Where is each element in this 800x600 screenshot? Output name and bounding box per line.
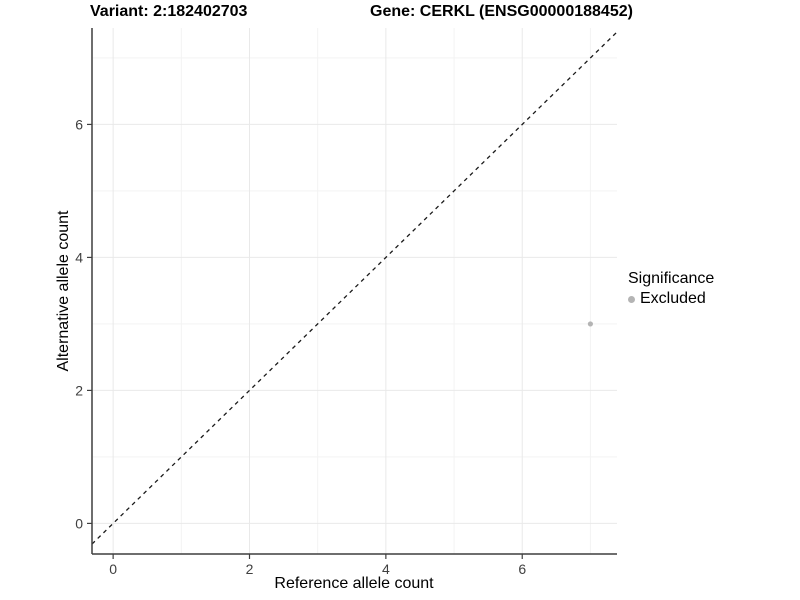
y-tick-label: 2 — [75, 382, 83, 398]
x-tick-label: 2 — [246, 561, 254, 577]
plot-title-gene: Gene: CERKL (ENSG00000188452) — [370, 3, 633, 20]
x-tick-label: 4 — [382, 561, 390, 577]
y-tick-label: 6 — [75, 116, 83, 132]
x-tick-label: 0 — [109, 561, 117, 577]
identity-reference-line — [92, 31, 617, 545]
x-tick-label: 6 — [518, 561, 526, 577]
legend-entry-excluded: Excluded — [628, 290, 714, 308]
plot-title-variant: Variant: 2:182402703 — [90, 3, 248, 20]
legend-title: Significance — [628, 270, 715, 287]
data-point — [587, 321, 594, 327]
y-tick-label: 0 — [75, 515, 83, 531]
y-tick-label: 4 — [75, 249, 83, 265]
legend-key-dot-icon — [628, 295, 635, 303]
y-axis-title: Alternative allele count — [55, 210, 72, 372]
x-axis-title: Reference allele count — [274, 575, 434, 592]
legend-entry-label: Excluded — [640, 290, 706, 307]
legend: Significance Excluded — [628, 270, 714, 308]
